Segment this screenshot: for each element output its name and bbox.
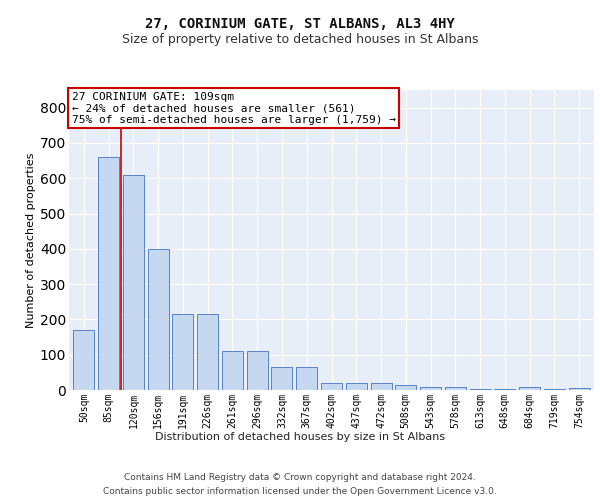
Bar (569, 388, 590, 390)
Bar (346, 383, 367, 390)
Bar (73, 330, 94, 390)
Text: Size of property relative to detached houses in St Albans: Size of property relative to detached ho… (122, 32, 478, 46)
Bar (247, 351, 268, 390)
Text: Contains public sector information licensed under the Open Government Licence v3: Contains public sector information licen… (103, 486, 497, 496)
Bar (271, 367, 292, 390)
Bar (395, 384, 416, 390)
Y-axis label: Number of detached properties: Number of detached properties (26, 152, 35, 328)
Text: 27, CORINIUM GATE, ST ALBANS, AL3 4HY: 27, CORINIUM GATE, ST ALBANS, AL3 4HY (145, 18, 455, 32)
Bar (420, 387, 441, 390)
Bar (98, 157, 119, 390)
Bar (296, 367, 317, 390)
Bar (197, 314, 218, 390)
Bar (123, 174, 144, 390)
Bar (519, 387, 540, 390)
Bar (148, 249, 169, 390)
Bar (321, 383, 342, 390)
Text: Contains HM Land Registry data © Crown copyright and database right 2024.: Contains HM Land Registry data © Crown c… (124, 473, 476, 482)
Text: 27 CORINIUM GATE: 109sqm
← 24% of detached houses are smaller (561)
75% of semi-: 27 CORINIUM GATE: 109sqm ← 24% of detach… (71, 92, 395, 124)
Bar (222, 351, 243, 390)
Bar (445, 387, 466, 390)
Text: Distribution of detached houses by size in St Albans: Distribution of detached houses by size … (155, 432, 445, 442)
Bar (371, 383, 392, 390)
Bar (172, 314, 193, 390)
